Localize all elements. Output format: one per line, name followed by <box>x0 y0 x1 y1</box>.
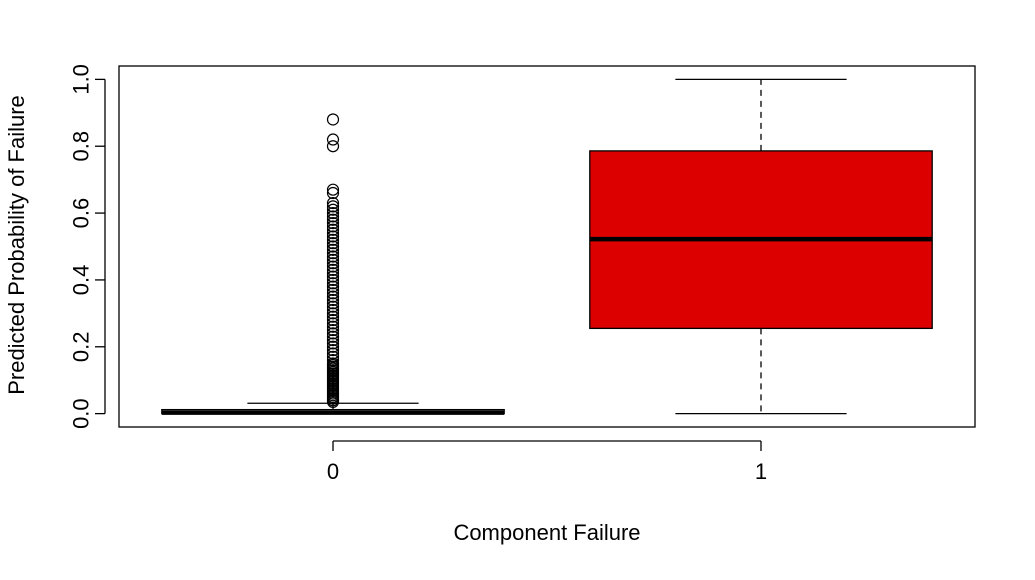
outlier-point <box>326 260 340 273</box>
y-axis: 0.0 0.2 0.4 0.6 0.8 1.0 <box>69 64 106 429</box>
y-tick-label: 0.8 <box>69 131 94 162</box>
plot-frame <box>118 65 976 428</box>
x-tick-label: 1 <box>755 459 767 484</box>
outlier-point <box>326 313 340 327</box>
x-tick-label: 0 <box>327 459 339 484</box>
y-tick-label: 0.6 <box>69 198 94 229</box>
outlier-point <box>326 140 340 153</box>
outlier-point <box>326 267 340 280</box>
outlier-point <box>326 280 340 293</box>
outlier-point <box>326 333 340 347</box>
outlier-point <box>326 297 340 310</box>
outlier-point <box>326 303 340 317</box>
outlier-point <box>326 133 340 146</box>
box-group-1 <box>589 78 933 415</box>
outlier-point <box>326 186 340 200</box>
outlier-point <box>326 300 340 313</box>
outlier-point <box>326 317 340 330</box>
outlier-point <box>326 237 340 250</box>
outlier-point <box>326 243 340 256</box>
outlier-point <box>326 203 340 216</box>
y-tick-label: 1.0 <box>69 64 94 95</box>
outlier-point <box>326 250 340 263</box>
outlier-point <box>326 290 340 303</box>
outlier-point <box>326 217 340 230</box>
outlier-point <box>326 263 340 276</box>
outlier-point <box>326 277 340 290</box>
outlier-point <box>326 220 340 233</box>
outlier-point <box>326 347 340 360</box>
outlier-point <box>326 206 340 220</box>
y-tick-label: 0.4 <box>69 265 94 296</box>
outlier-point <box>326 227 340 240</box>
outlier-point <box>326 230 340 243</box>
plot-layer <box>118 65 976 428</box>
outlier-point <box>326 350 340 363</box>
outlier-point <box>326 330 340 343</box>
outlier-point <box>326 320 340 333</box>
outlier-point <box>326 327 340 340</box>
outlier-point <box>326 357 340 370</box>
outlier-point <box>326 273 340 287</box>
outlier-point <box>326 200 340 213</box>
outlier-point <box>326 223 340 236</box>
outlier-point <box>326 270 340 283</box>
y-tick-label: 0.0 <box>69 398 94 429</box>
outlier-point <box>326 213 340 226</box>
outlier-point <box>326 247 340 260</box>
outlier-point <box>326 293 340 307</box>
outlier-point <box>326 337 340 350</box>
outlier-point <box>326 113 340 126</box>
outlier-point <box>326 257 340 270</box>
outlier-point <box>326 240 340 253</box>
outlier-point <box>326 287 340 300</box>
outlier-point <box>326 354 340 367</box>
outlier-point <box>326 183 340 196</box>
y-axis-label: Predicted Probability of Failure <box>4 95 29 395</box>
outlier-point <box>326 233 340 246</box>
box-group-0 <box>161 113 505 415</box>
outlier-point <box>326 253 340 266</box>
outlier-point <box>326 323 340 337</box>
outlier-point <box>326 310 340 323</box>
outlier-point <box>326 344 340 357</box>
outlier-point <box>326 283 340 297</box>
outlier-point <box>326 210 340 223</box>
y-tick-label: 0.2 <box>69 331 94 362</box>
outlier-point <box>326 307 340 320</box>
outlier-point <box>326 340 340 353</box>
outlier-point <box>326 196 340 210</box>
x-axis-label: Component Failure <box>453 520 640 545</box>
